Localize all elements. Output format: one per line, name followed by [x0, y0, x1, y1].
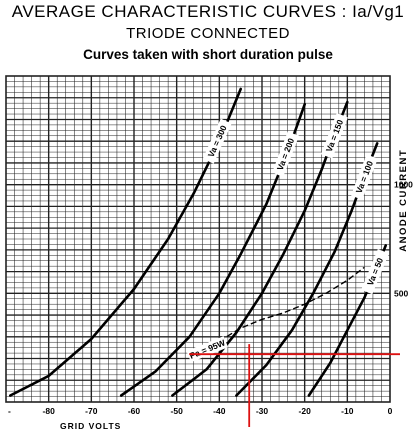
x-axis-label: GRID VOLTS — [60, 421, 121, 431]
x-tick-label: -40 — [213, 406, 226, 416]
dissipation-curve — [218, 266, 365, 342]
dissipation-label-bg — [186, 336, 229, 363]
x-tick-label: -60 — [128, 406, 141, 416]
series-label-bg — [321, 113, 348, 159]
chart-title: AVERAGE CHARACTERISTIC CURVES : Ia/Vg1 — [11, 2, 405, 21]
y-tick-label: 500 — [394, 288, 408, 298]
x-tick-label: - — [8, 406, 11, 416]
chart-title-line2: TRIODE CONNECTED — [126, 25, 290, 42]
y-tick-label: 1000 — [394, 180, 413, 190]
series-label-bg — [272, 131, 300, 177]
x-tick-label: -10 — [341, 406, 354, 416]
series-label-bg — [361, 248, 389, 295]
series-label-bg — [202, 118, 232, 164]
chart-subtitle: Curves taken with short duration pulse — [83, 47, 333, 62]
x-tick-label: 0 — [388, 406, 393, 416]
x-tick-label: -70 — [85, 406, 98, 416]
series-label-bg — [350, 154, 378, 200]
x-tick-label: -80 — [43, 406, 56, 416]
y-axis-label: ANODE CURRENT — [398, 149, 409, 252]
x-tick-label: -30 — [256, 406, 269, 416]
x-tick-label: -20 — [299, 406, 312, 416]
x-tick-label: -50 — [171, 406, 184, 416]
